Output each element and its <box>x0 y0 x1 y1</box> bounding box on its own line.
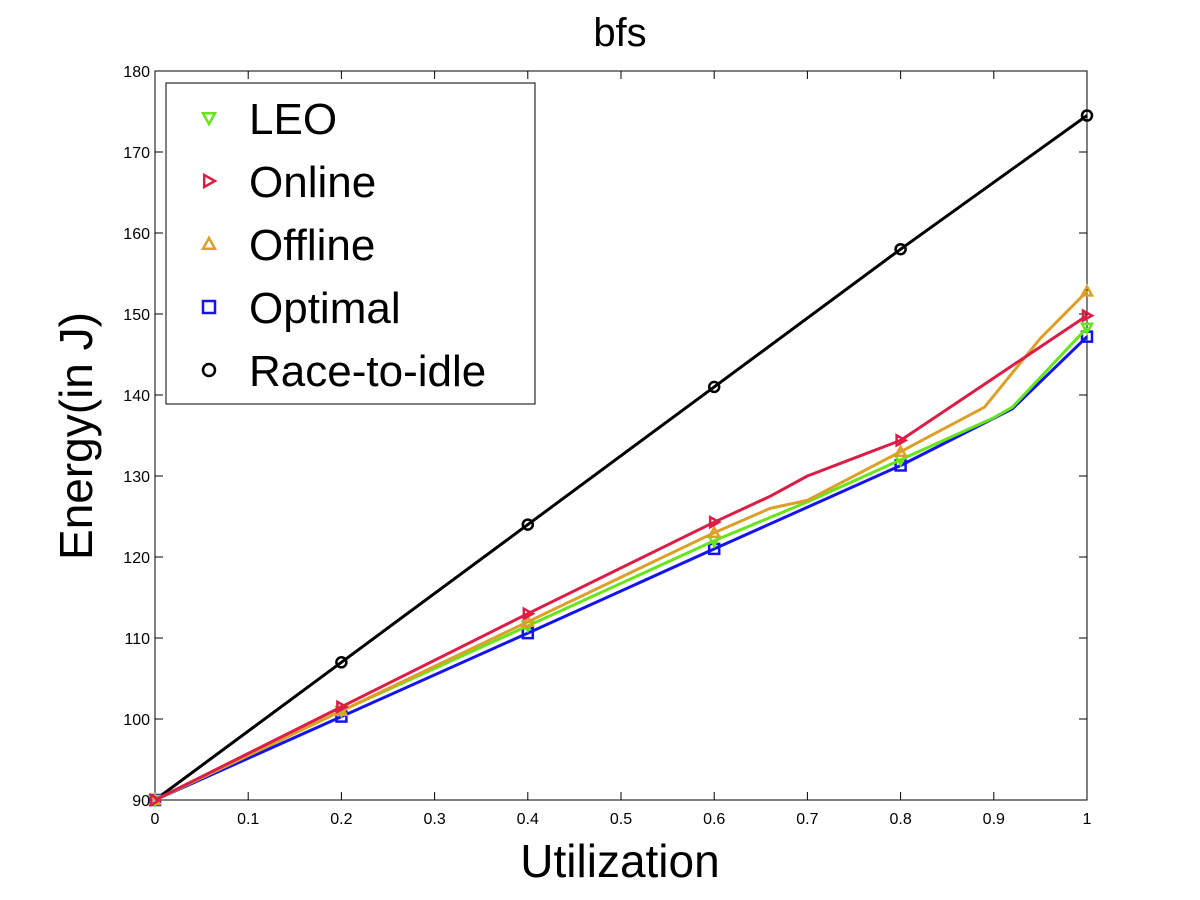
y-tick-label: 180 <box>123 64 150 81</box>
x-tick-label: 0.8 <box>889 811 911 828</box>
legend: LEO Online Offline Optimal Race-to-idle <box>165 82 536 405</box>
data-point <box>336 699 349 714</box>
x-tick-label: 1 <box>1083 811 1092 828</box>
x-tick-label: 0 <box>151 811 160 828</box>
y-tick-label: 100 <box>123 712 150 729</box>
y-tick-label: 140 <box>123 388 150 405</box>
y-tick-label: 170 <box>123 145 150 162</box>
legend-label: Offline <box>249 221 375 270</box>
legend-label: Optimal <box>249 284 401 333</box>
legend-item: LEO <box>200 95 337 144</box>
x-tick-label: 0.6 <box>703 811 725 828</box>
x-tick-label: 0.1 <box>237 811 259 828</box>
data-point <box>1081 308 1095 323</box>
series-line <box>154 290 1089 802</box>
x-tick-label: 0.3 <box>423 811 445 828</box>
legend-label: Race-to-idle <box>249 347 486 396</box>
legend-item: Offline <box>200 221 375 270</box>
data-point <box>520 614 535 628</box>
legend-marker <box>201 299 217 315</box>
legend-label: Online <box>249 158 376 207</box>
legend-marker <box>202 172 218 190</box>
series-line <box>154 114 1088 802</box>
data-point <box>522 606 536 621</box>
data-point <box>894 242 907 256</box>
y-tick-label: 90 <box>132 793 150 810</box>
y-tick-label: 120 <box>123 550 150 567</box>
x-tick-label: 0.5 <box>610 811 632 828</box>
data-point <box>895 433 909 448</box>
data-point <box>707 380 721 394</box>
axes: 0 0.1 0.2 0.3 0.4 0.5 0.6 0.7 0.8 0.9 1 90 100 110 120… <box>123 64 1091 828</box>
x-tick-label: 0.7 <box>796 811 818 828</box>
legend-item: Online <box>202 158 376 207</box>
legend-marker <box>200 111 218 127</box>
data-point <box>521 518 535 531</box>
data-point <box>1080 109 1094 122</box>
legend-marker <box>201 362 217 378</box>
series-line <box>154 314 1088 802</box>
x-tick-label: 0.2 <box>330 811 352 828</box>
y-tick-label: 110 <box>124 631 150 648</box>
data-point <box>708 515 722 530</box>
legend-item: Race-to-idle <box>201 347 486 396</box>
data-point <box>1079 322 1095 336</box>
y-tick-label: 160 <box>123 226 150 243</box>
data-point <box>149 792 163 808</box>
legend-item: Optimal <box>201 284 401 333</box>
data-point <box>893 444 908 457</box>
data-point <box>521 626 535 640</box>
chart-title: bfs <box>593 11 646 55</box>
y-axis-label: Energy(in J) <box>50 312 102 560</box>
legend-marker <box>200 235 218 251</box>
x-tick-label: 0.4 <box>517 811 539 828</box>
x-axis-label: Utilization <box>520 835 719 887</box>
data-point <box>335 656 348 669</box>
y-tick-label: 130 <box>123 469 150 486</box>
legend-box <box>165 82 536 405</box>
x-tick-label: 0.9 <box>983 811 1005 828</box>
series-online <box>149 308 1095 808</box>
data-point <box>1079 283 1095 297</box>
data-point <box>707 525 722 538</box>
y-tick-label: 150 <box>123 307 150 324</box>
series-offline <box>147 283 1095 806</box>
legend-label: LEO <box>249 95 337 144</box>
plot-lines <box>147 109 1095 808</box>
